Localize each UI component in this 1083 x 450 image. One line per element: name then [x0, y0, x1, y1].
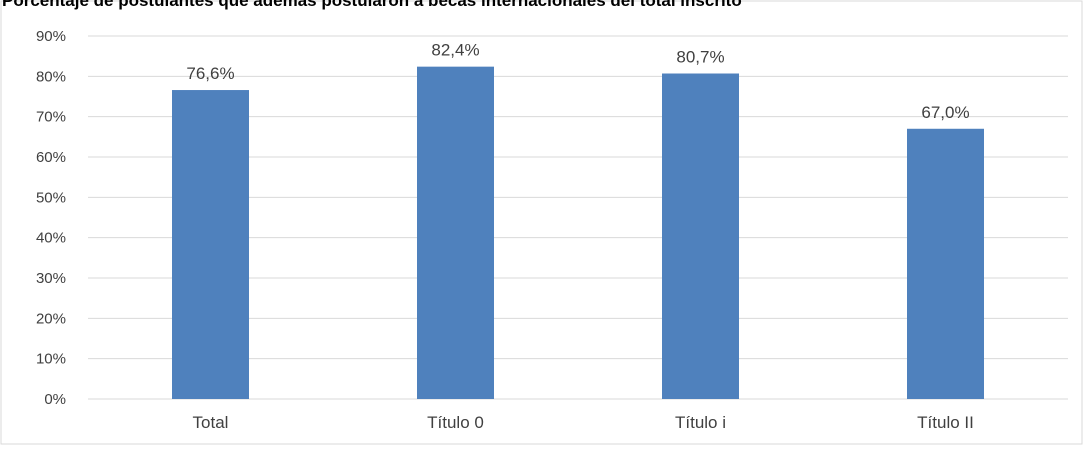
x-tick-label: Título II: [917, 413, 974, 432]
y-tick-label: 20%: [36, 310, 66, 327]
y-tick-label: 50%: [36, 189, 66, 206]
y-tick-label: 10%: [36, 351, 66, 368]
y-tick-label: 70%: [36, 109, 66, 126]
bar: [662, 73, 739, 399]
bar: [172, 90, 249, 400]
y-tick-label: 90%: [36, 28, 66, 45]
data-label: 80,7%: [676, 48, 724, 67]
x-tick-label: Total: [193, 413, 229, 432]
y-tick-label: 30%: [36, 270, 66, 287]
y-tick-label: 60%: [36, 149, 66, 166]
x-tick-label: Título i: [675, 413, 726, 432]
x-tick-label: Título 0: [427, 413, 484, 432]
data-label: 67,0%: [921, 103, 969, 122]
bar: [907, 128, 984, 399]
y-tick-label: 80%: [36, 68, 66, 85]
data-label: 82,4%: [431, 41, 479, 60]
data-label: 76,6%: [186, 64, 234, 83]
bar: [417, 66, 494, 400]
chart-title: Porcentaje de postulantes que además pos…: [2, 0, 742, 10]
y-tick-label: 40%: [36, 230, 66, 247]
y-tick-label: 0%: [44, 391, 66, 408]
